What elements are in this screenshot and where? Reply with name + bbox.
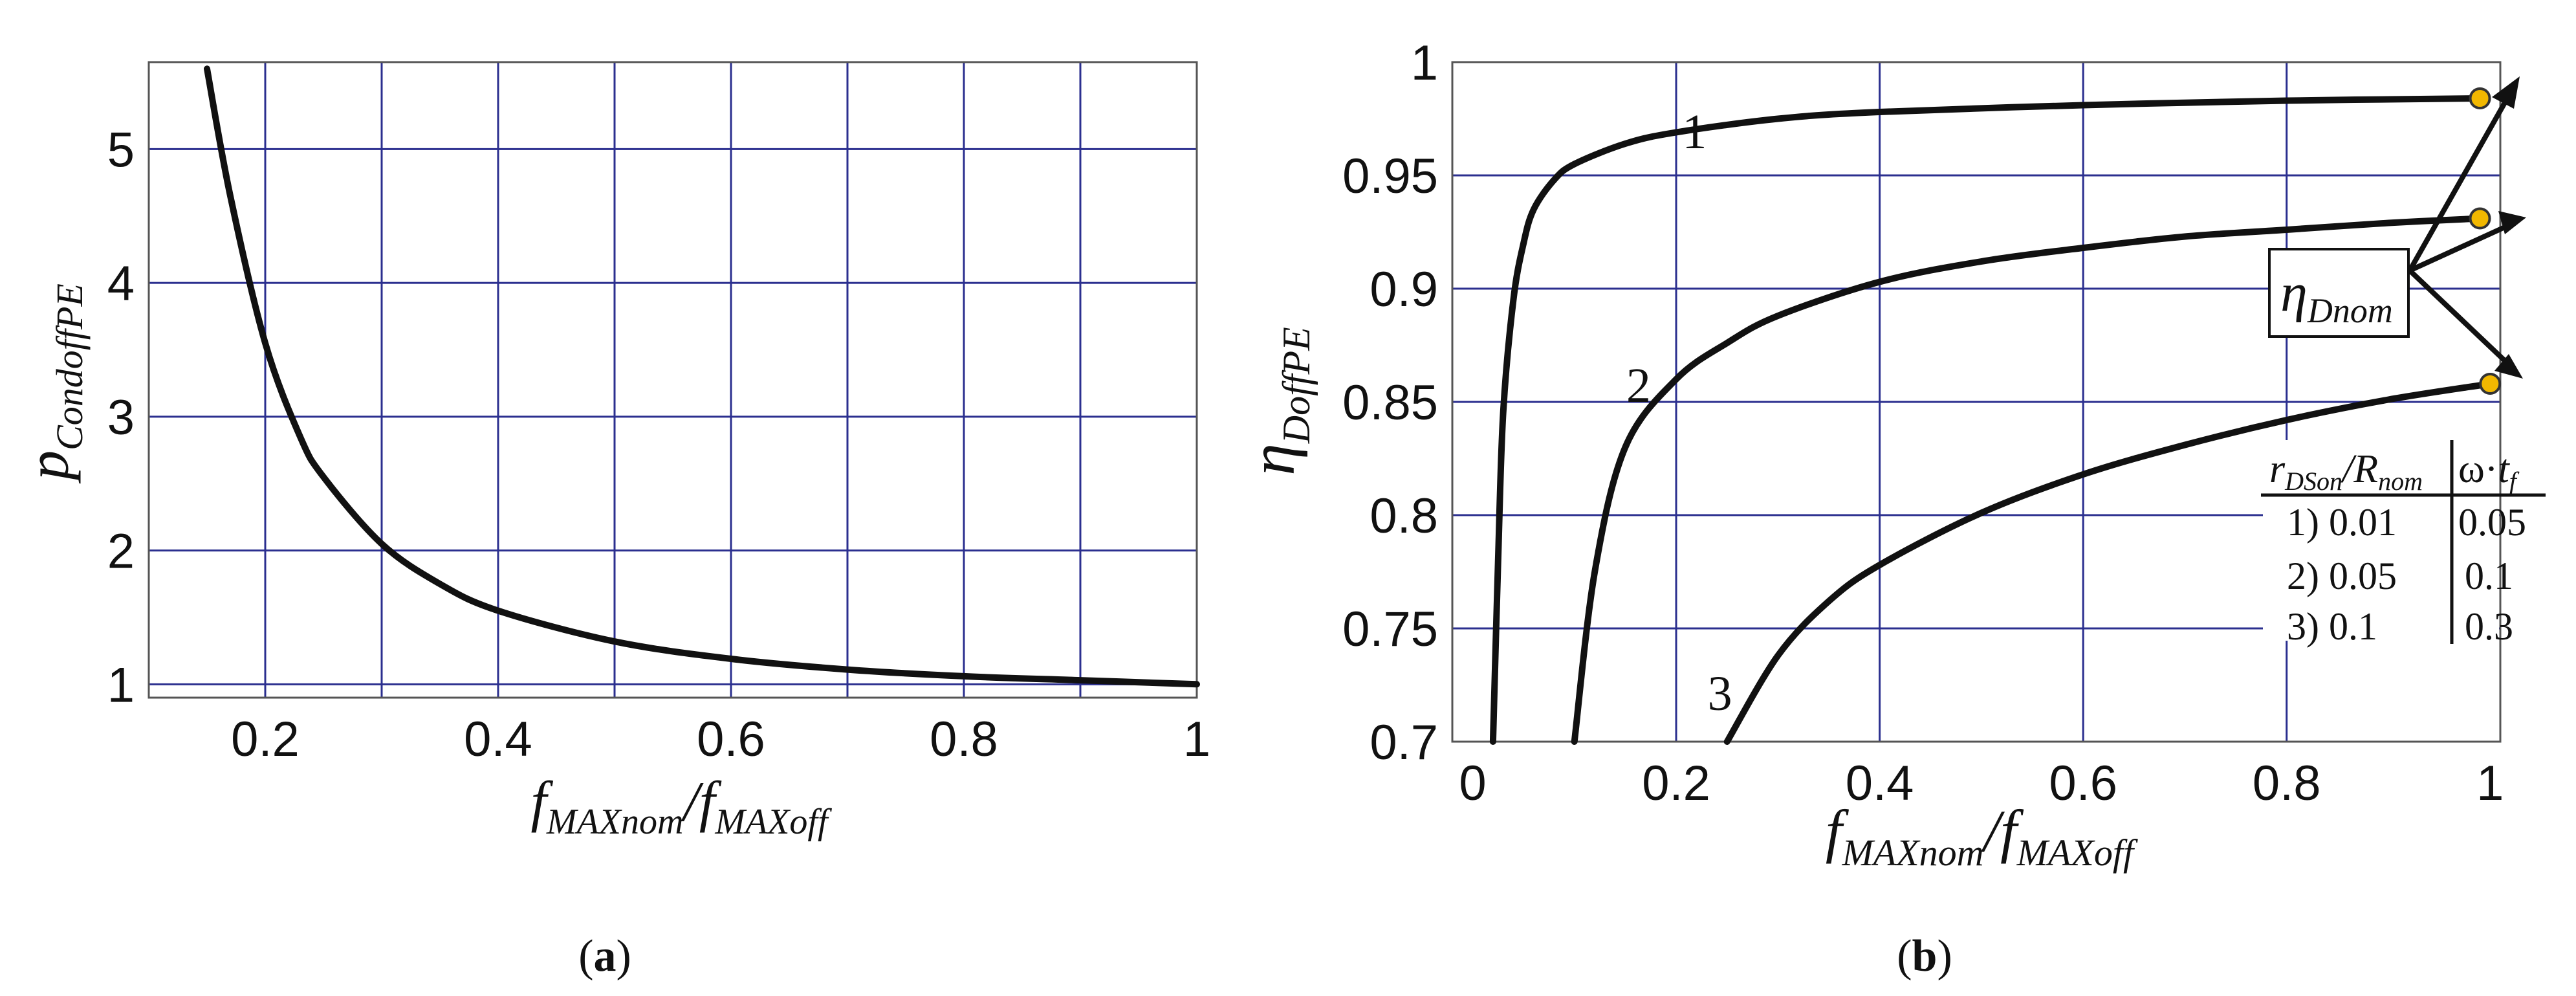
y-tick-label: 0.8 (1370, 489, 1438, 544)
chart-b-y-label: ηDoffPE (1236, 327, 1318, 476)
chart-a-x-ticks: 0.2 0.4 0.6 0.8 1 (231, 712, 1210, 767)
y-tick-label: 0.9 (1370, 262, 1438, 317)
y-tick-label: 0.75 (1342, 602, 1438, 657)
y-tick-label: 1 (1411, 36, 1438, 91)
x-tick-label: 0.8 (2253, 756, 2321, 811)
chart-a-y-ticks: 1 2 3 4 5 (107, 122, 135, 713)
y-tick-label: 3 (107, 390, 135, 445)
x-tick-label: 0.2 (231, 712, 300, 767)
y-tick-label: 2 (107, 524, 135, 579)
table-header-omega: ω·tf (2458, 447, 2520, 496)
y-tick-label: 4 (107, 256, 135, 311)
chart-b-grid (1452, 62, 2500, 742)
x-tick-label: 0.6 (697, 712, 765, 767)
x-tick-label: 1 (1183, 712, 1210, 767)
chart-a-series (204, 65, 1200, 688)
series-label-2: 2 (1626, 359, 1651, 413)
table-row-3-ratio: 3) 0.1 (2287, 605, 2377, 648)
parameter-table: rDSon/Rnom ω·tf 1) 0.01 0.05 2) 0.05 0.1… (2261, 440, 2546, 648)
annotation-arrow-1 (2407, 94, 2511, 272)
chart-a-grid (149, 62, 1197, 698)
series-line-1 (1489, 95, 2483, 745)
chart-a-plot-frame (147, 61, 1198, 699)
x-tick-label: 0.6 (2049, 756, 2117, 811)
x-tick-label: 0.4 (464, 712, 532, 767)
arrowhead-3 (2494, 354, 2523, 379)
arrowhead-2 (2498, 211, 2526, 234)
series-line-1 (204, 65, 1200, 688)
y-tick-label: 1 (107, 658, 135, 713)
table-row-2-ratio: 2) 0.05 (2287, 555, 2397, 597)
x-tick-label: 0.4 (1846, 756, 1914, 811)
chart-b-plot-frame (1451, 61, 2502, 743)
y-tick-label: 0.7 (1370, 715, 1438, 770)
y-tick-label: 0.85 (1342, 375, 1438, 430)
arrowhead-1 (2492, 76, 2520, 109)
chart-a-x-label: fMAXnom/fMAXoff (530, 771, 832, 842)
y-tick-label: 0.95 (1342, 149, 1438, 204)
x-tick-label: 1 (2476, 756, 2504, 811)
table-row-1-ratio: 1) 0.01 (2287, 501, 2397, 544)
chart-b-y-ticks: 0.7 0.75 0.8 0.85 0.9 0.95 1 (1342, 36, 1438, 770)
y-tick-label: 5 (107, 122, 135, 177)
series-label-1: 1 (1682, 105, 1707, 159)
x-tick-label: 0 (1459, 756, 1486, 811)
chart-b-panel-label: (b) (1897, 931, 1952, 981)
annotation-arrow-3 (2408, 269, 2512, 368)
table-row-3-omega: 0.3 (2465, 605, 2513, 648)
nominal-point-marker-1 (2469, 87, 2491, 109)
nominal-point-marker-3 (2479, 373, 2502, 395)
chart-b-nominal-markers (2469, 87, 2502, 395)
series-label-3: 3 (1708, 667, 1732, 721)
chart-a-panel-label: (a) (578, 931, 631, 981)
table-background (2263, 440, 2499, 641)
chart-b-series (1489, 95, 2494, 745)
chart-b: 0 0.2 0.4 0.6 0.8 1 0.7 0.75 0.8 0.85 0.9 0.95 1 1 2… (1236, 36, 2546, 981)
nominal-point-marker-2 (2469, 207, 2491, 230)
annotation-box (2268, 248, 2410, 338)
table-row-2-omega: 0.1 (2465, 555, 2513, 597)
chart-b-x-label: fMAXnom/fMAXoff (1826, 798, 2138, 874)
nominal-annotation: ηDnom (2268, 76, 2526, 379)
x-tick-label: 0.2 (1642, 756, 1710, 811)
series-line-2 (1571, 215, 2483, 745)
chart-b-series-labels: 1 2 3 (1626, 105, 1732, 721)
x-tick-label: 0.8 (930, 712, 998, 767)
annotation-label: ηDnom (2280, 263, 2393, 330)
series-line-3 (1723, 381, 2494, 745)
chart-a-y-label: pCondoffPE (15, 283, 91, 484)
chart-b-x-ticks: 0 0.2 0.4 0.6 0.8 1 (1459, 756, 2504, 811)
annotation-arrow-2 (2408, 221, 2515, 273)
table-row-1-omega: 0.05 (2458, 501, 2526, 544)
chart-a: 0.2 0.4 0.6 0.8 1 1 2 3 4 5 pCondoffPE fMAXnom/f… (15, 61, 1210, 981)
